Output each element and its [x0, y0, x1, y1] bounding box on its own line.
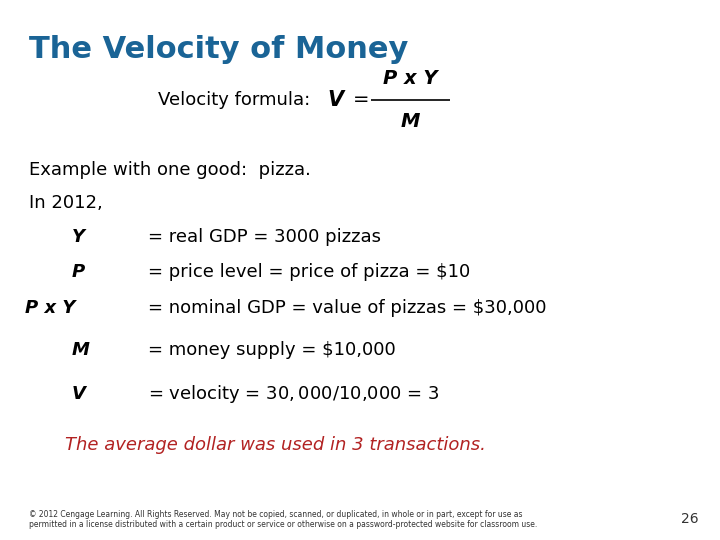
Text: Example with one good:  pizza.: Example with one good: pizza.	[29, 161, 310, 179]
Text: = real GDP = 3000 pizzas: = real GDP = 3000 pizzas	[148, 227, 381, 246]
Text: The average dollar was used in 3 transactions.: The average dollar was used in 3 transac…	[65, 436, 486, 455]
Text: Velocity formula:: Velocity formula:	[158, 91, 310, 109]
Text: P x Y: P x Y	[383, 69, 438, 88]
Text: © 2012 Cengage Learning. All Rights Reserved. May not be copied, scanned, or dup: © 2012 Cengage Learning. All Rights Rese…	[29, 510, 537, 529]
Text: In 2012,: In 2012,	[29, 193, 102, 212]
Text: = price level = price of pizza = $10: = price level = price of pizza = $10	[148, 262, 470, 281]
Text: V: V	[72, 385, 86, 403]
Text: 26: 26	[681, 512, 698, 526]
Text: P: P	[72, 262, 85, 281]
Text: V: V	[328, 90, 343, 110]
Text: P x Y: P x Y	[25, 299, 76, 317]
Text: The Velocity of Money: The Velocity of Money	[29, 35, 408, 64]
Text: = velocity = $30,000/$10,000 = 3: = velocity = $30,000/$10,000 = 3	[148, 383, 439, 405]
Text: M: M	[72, 341, 90, 359]
Text: M: M	[401, 112, 420, 131]
Text: = nominal GDP = value of pizzas = $30,000: = nominal GDP = value of pizzas = $30,00…	[148, 299, 546, 317]
Text: = money supply = $10,000: = money supply = $10,000	[148, 341, 395, 359]
Text: Y: Y	[72, 227, 85, 246]
Text: =: =	[353, 90, 369, 110]
